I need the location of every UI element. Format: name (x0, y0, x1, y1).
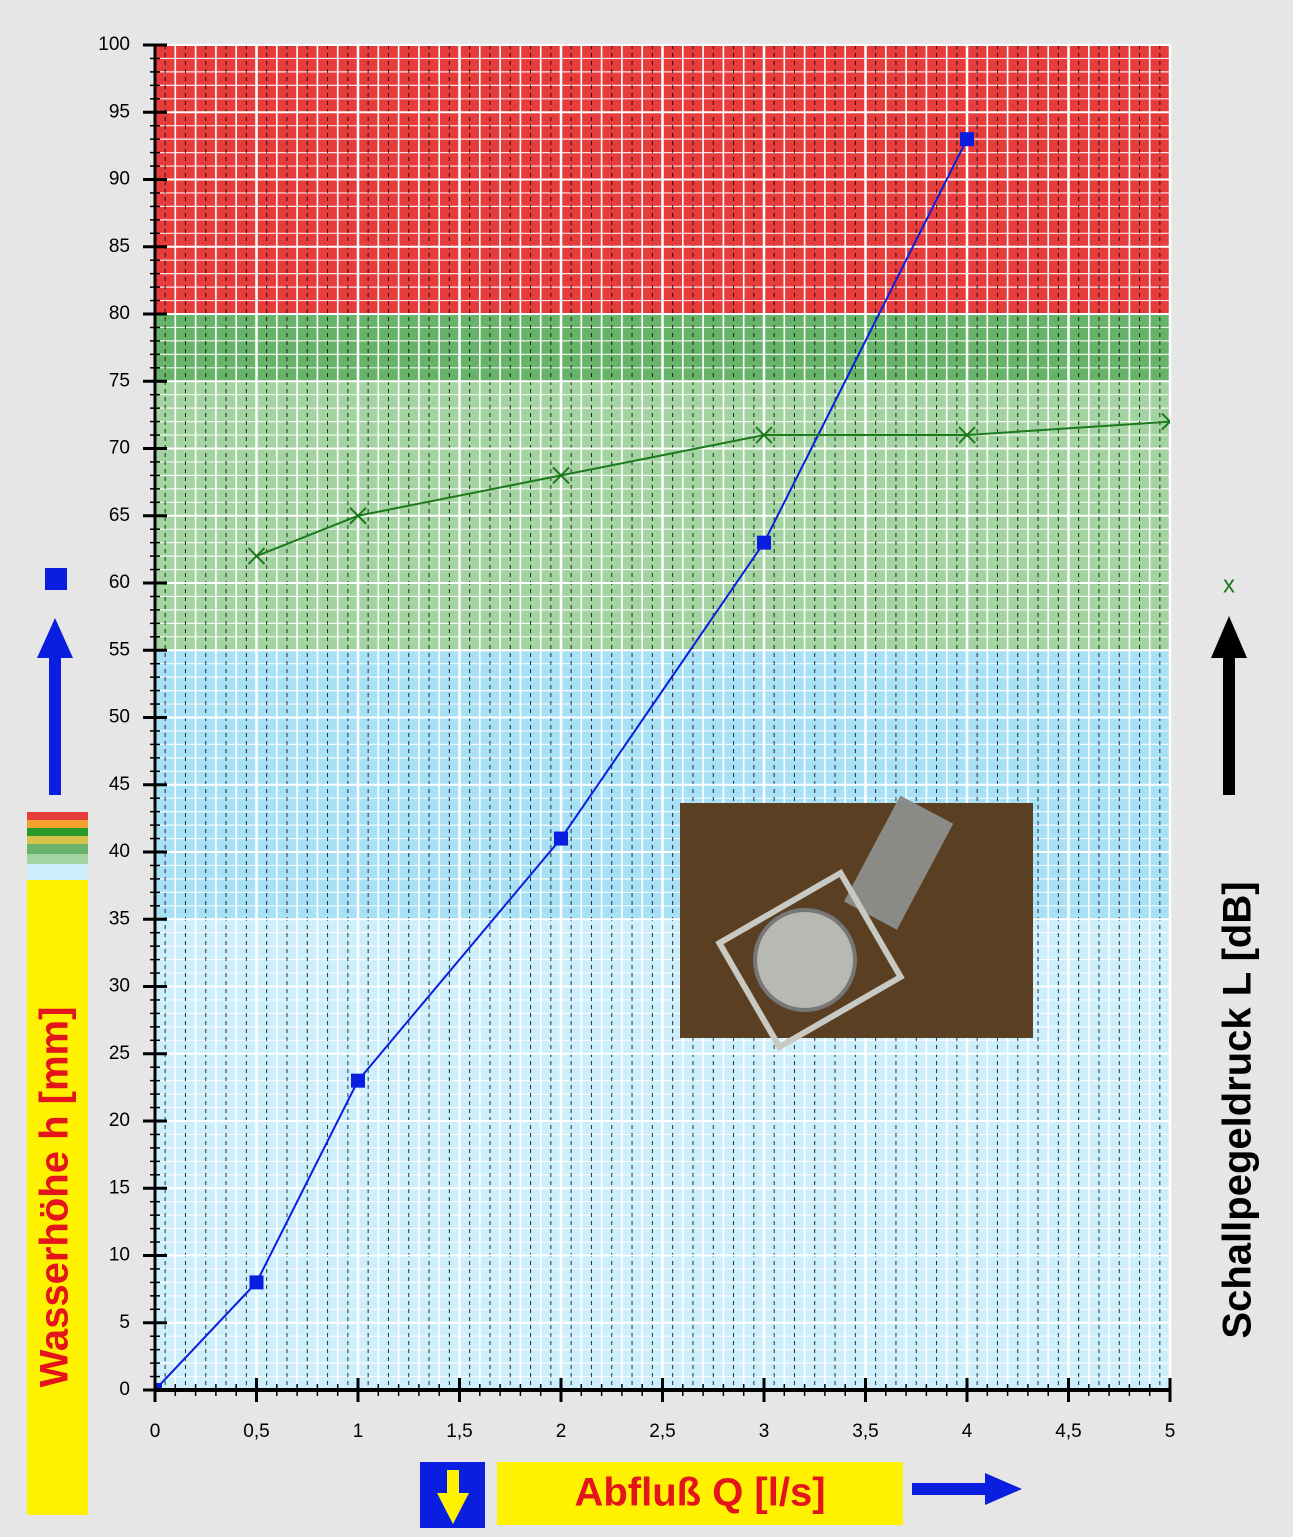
series-layer (155, 132, 1170, 1390)
marker (247, 547, 266, 565)
marker (755, 426, 773, 444)
y-tick-label: 40 (109, 841, 130, 862)
marker (249, 1275, 264, 1290)
down-arrow-box (420, 1462, 485, 1528)
y-tick-label: 15 (109, 1177, 130, 1198)
photo (680, 795, 1033, 1052)
y-tick-label: 10 (109, 1245, 130, 1266)
y-tick-label: 0 (119, 1379, 130, 1400)
y-tick-label: 30 (109, 976, 130, 997)
y-tick-label: 50 (109, 707, 130, 728)
grid (153, 44, 1172, 1391)
x-tick-label: 2,5 (649, 1421, 675, 1442)
marker (155, 1383, 162, 1390)
legend-square (45, 568, 67, 590)
x-tick-label: 5 (1165, 1421, 1176, 1442)
y-tick-label: 45 (109, 774, 130, 795)
marker (351, 1073, 365, 1088)
series-line (256, 420, 1170, 558)
y-tick-label: 100 (98, 34, 130, 55)
x-tick-label: 1,5 (446, 1421, 472, 1442)
level-strip (27, 812, 88, 1515)
legend-x: x (1223, 571, 1235, 598)
marker (960, 132, 974, 147)
y-axis-label: Wasserhöhe h [mm] (33, 1007, 77, 1388)
y-tick-label: 5 (119, 1312, 130, 1333)
up-arrow-right (1211, 616, 1247, 795)
y-tick-label: 80 (109, 303, 130, 324)
y-tick-label: 65 (109, 505, 130, 526)
x-tick-label: 3 (759, 1421, 770, 1442)
x-tick-label: 4 (962, 1421, 973, 1442)
marker (958, 426, 976, 444)
axes: 0510152025303540455055606570758085909510… (98, 34, 1175, 1442)
marker (554, 831, 568, 846)
x-tick-label: 4,5 (1055, 1421, 1081, 1442)
y-tick-label: 55 (109, 639, 130, 660)
y-tick-label: 20 (109, 1110, 130, 1131)
x-tick-label: 3,5 (852, 1421, 878, 1442)
x-label-box (497, 1462, 903, 1525)
marker (757, 535, 771, 550)
x-tick-label: 2 (556, 1421, 567, 1442)
x-tick-label: 0,5 (243, 1421, 269, 1442)
y-tick-label: 85 (109, 236, 130, 257)
x-tick-label: 1 (353, 1421, 364, 1442)
y-tick-label: 95 (109, 101, 130, 122)
y2-axis-label: Schallpegeldruck L [dB] (1216, 881, 1260, 1338)
y-tick-label: 90 (109, 169, 130, 190)
x-axis-label: Abfluß Q [l/s] (574, 1471, 825, 1515)
y-tick-label: 25 (109, 1043, 130, 1064)
marker (1161, 412, 1170, 431)
marker (552, 466, 570, 485)
right-arrow (912, 1473, 1022, 1505)
y-tick-label: 35 (109, 908, 130, 929)
series-line (155, 138, 968, 1390)
marker (349, 507, 367, 525)
x-tick-label: 0 (150, 1421, 161, 1442)
y-tick-label: 60 (109, 572, 130, 593)
y-tick-label: 75 (109, 370, 130, 391)
y-tick-label: 70 (109, 438, 130, 459)
up-arrow-left (37, 618, 73, 795)
